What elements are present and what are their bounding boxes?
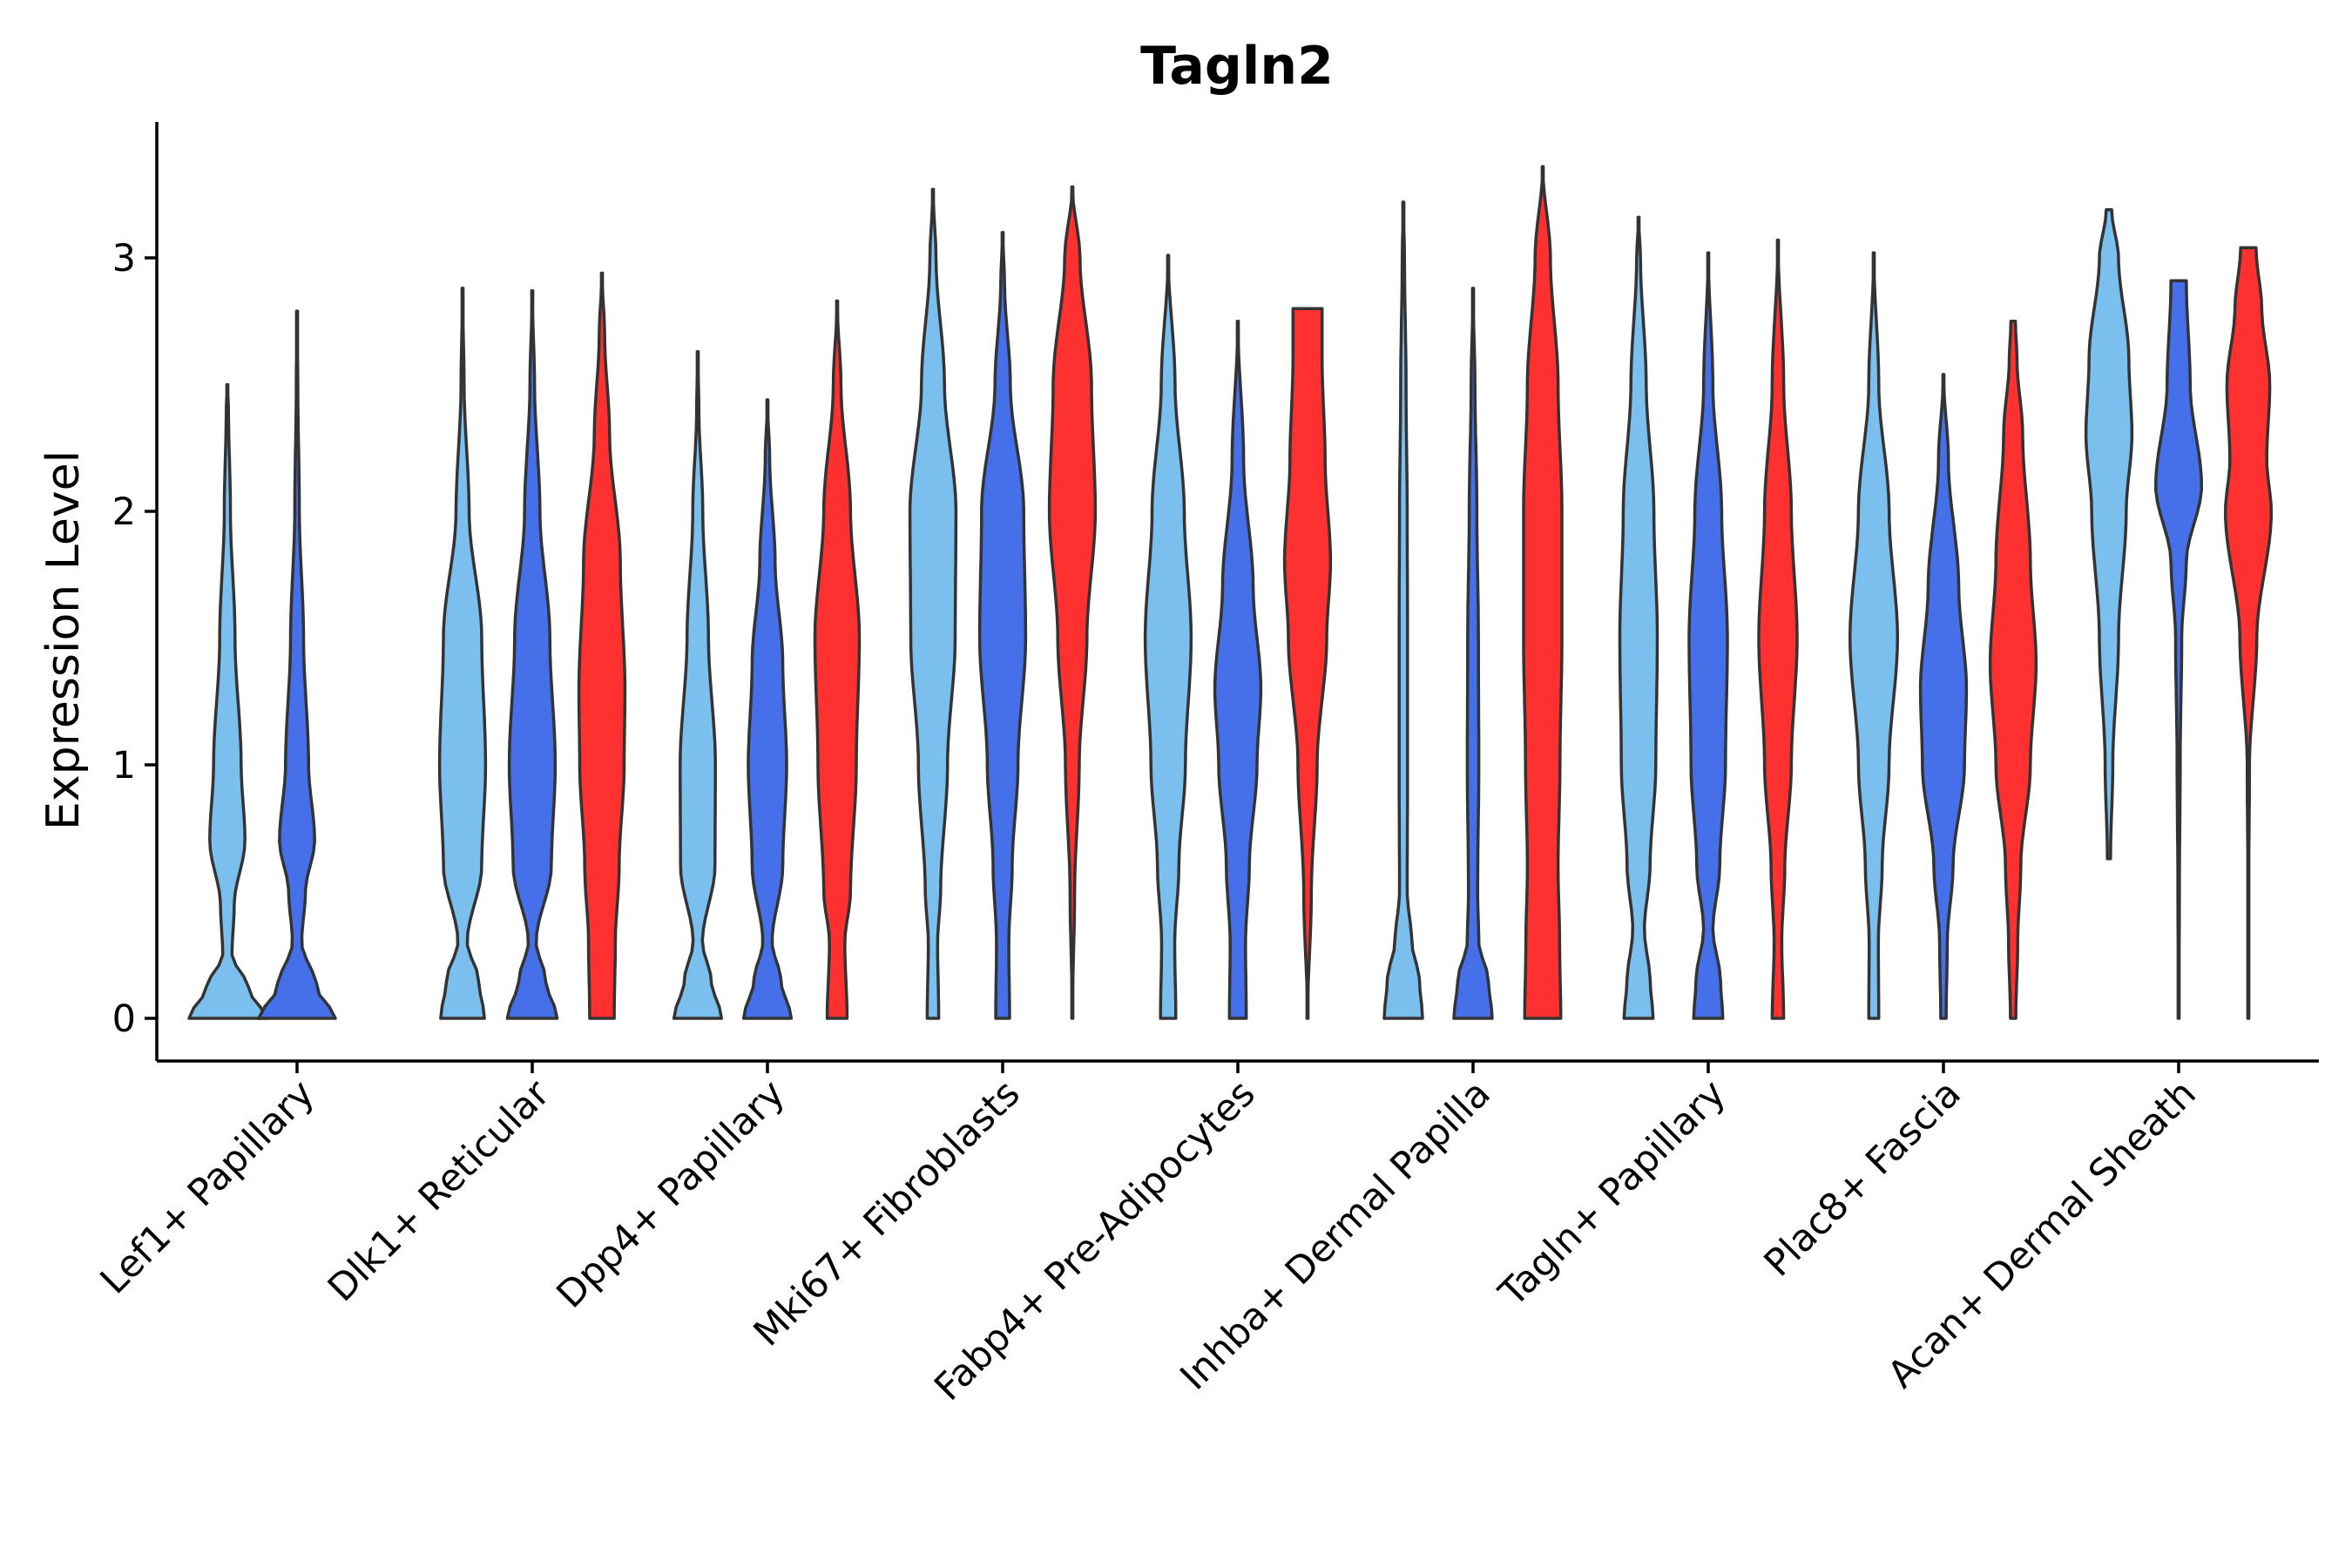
violin-7-group-2	[1687, 251, 1729, 1020]
x-tick-label: Mki67+ Fibroblasts	[746, 1071, 1029, 1355]
violin-2-group-3	[577, 271, 627, 1020]
violin-4-group-1	[908, 187, 958, 1020]
violin-layer	[187, 165, 2274, 1020]
violin-3-group-2	[741, 398, 794, 1020]
violin-7-group-1	[1618, 215, 1659, 1020]
violin-9-group-1	[2084, 207, 2134, 861]
violin-8-group-2	[1918, 373, 1969, 1020]
x-tick-label: Plac8+ Fascia	[1756, 1071, 1970, 1285]
y-axis-label: Expression Level	[37, 450, 90, 830]
violin-6-group-1	[1382, 200, 1424, 1020]
violin-8-group-1	[1848, 251, 1900, 1020]
violin-3-group-3	[813, 299, 862, 1020]
y-tick-label: 0	[112, 997, 136, 1041]
violin-9-group-3	[2223, 246, 2274, 1020]
violin-2-group-1	[437, 287, 488, 1020]
x-tick-label: Dlk1+ Reticular	[320, 1071, 558, 1310]
violin-1-group-2	[257, 309, 337, 1020]
violin-1-group-1	[187, 382, 267, 1020]
y-tick-label: 3	[112, 237, 136, 280]
chart-title: Tagln2	[1140, 36, 1334, 97]
violin-9-group-2	[2153, 279, 2204, 1020]
y-tick-label: 1	[112, 744, 136, 787]
y-tick-label: 2	[112, 490, 136, 534]
violin-6-group-2	[1452, 287, 1494, 1020]
x-tick-label: Dpp4+ Papillary	[549, 1071, 794, 1316]
violin-4-group-2	[977, 231, 1028, 1020]
violin-6-group-3	[1522, 165, 1564, 1020]
violin-3-group-1	[672, 349, 724, 1020]
violin-4-group-3	[1047, 185, 1098, 1020]
violin-5-group-2	[1213, 320, 1263, 1020]
violin-2-group-2	[505, 289, 559, 1020]
violin-5-group-1	[1143, 253, 1193, 1020]
x-tick-label: Tagln+ Papillary	[1490, 1071, 1734, 1315]
y-ticks: 0 1 2 3	[112, 237, 157, 1041]
x-tick-label: Lef1+ Papillary	[92, 1071, 323, 1302]
violin-7-group-3	[1757, 238, 1799, 1020]
violin-5-group-3	[1282, 307, 1333, 1020]
violin-8-group-3	[1988, 320, 2038, 1020]
